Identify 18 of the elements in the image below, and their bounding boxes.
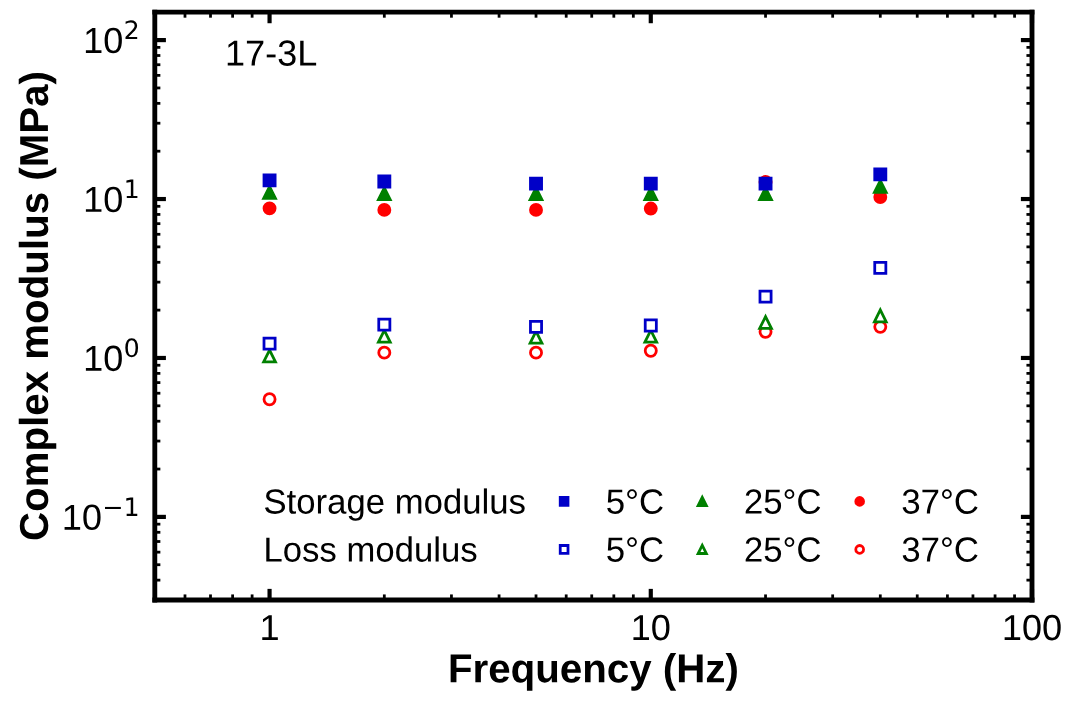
y-tick-label: 10$^{1}$ <box>85 179 138 213</box>
annotation: Loss modulus <box>266 536 477 562</box>
legend-label: 5°C <box>607 537 663 562</box>
x-tick-label: 10 <box>633 614 670 641</box>
annotation: Storage modulus <box>265 488 525 521</box>
y-tick-label: 10$^{2}$ <box>85 20 138 54</box>
x-axis-title: Frequency (Hz) <box>450 653 737 691</box>
x-tick-label: 1 <box>262 615 278 641</box>
legend-label: 25°C <box>745 537 821 562</box>
y-axis-title: Complex modulus (MPa) <box>18 73 57 540</box>
annotation: 17-3L <box>227 40 317 66</box>
y-tick-label: 10$^{0}$ <box>85 338 139 372</box>
legend-label: 37°C <box>902 489 978 514</box>
legend-label: 5°C <box>607 489 663 514</box>
legend-label: 25°C <box>745 489 821 514</box>
y-tick-label: 10$^{−1}$ <box>64 497 138 531</box>
x-tick-label: 100 <box>1004 614 1061 641</box>
legend-label: 37°C <box>902 537 978 562</box>
